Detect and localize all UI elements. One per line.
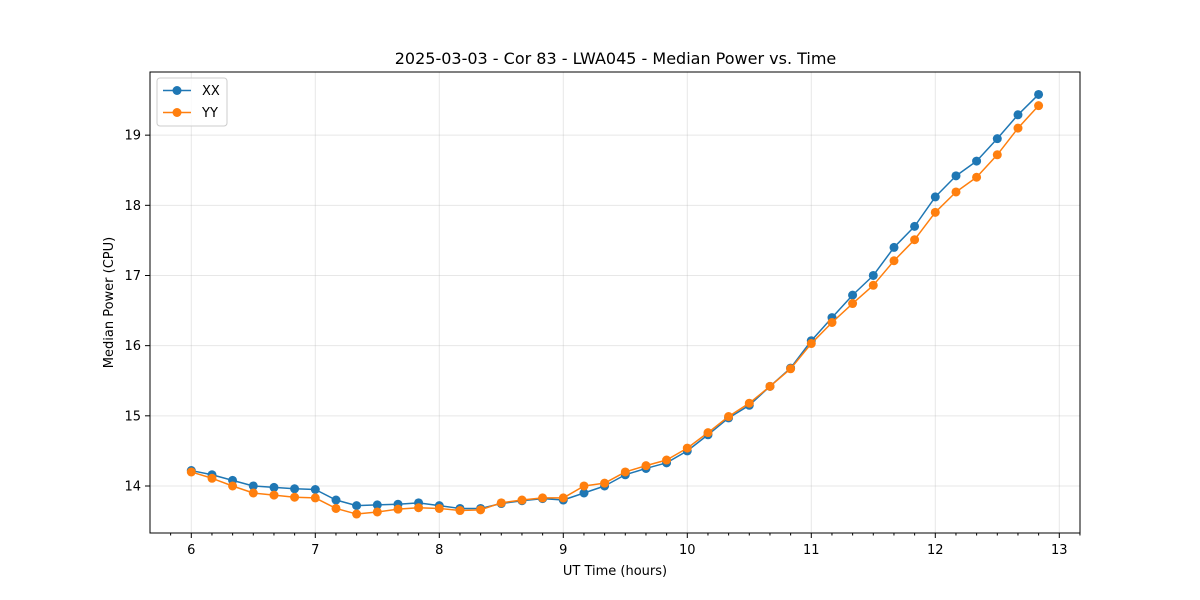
y-axis-label: Median Power (CPU) <box>102 237 117 368</box>
x-tick-label: 10 <box>679 543 696 558</box>
x-tick-label: 6 <box>187 543 195 558</box>
series-yy-point <box>703 428 713 438</box>
series-xx-point <box>1013 110 1023 120</box>
legend-xx-marker <box>172 86 182 95</box>
series-yy-point <box>517 495 527 505</box>
x-tick-label: 11 <box>803 543 820 558</box>
series-yy-point <box>786 364 796 374</box>
chart-title: 2025-03-03 - Cor 83 - LWA045 - Median Po… <box>395 49 837 68</box>
series-yy <box>186 101 1044 519</box>
series-xx-point <box>269 482 279 492</box>
series-yy-point <box>228 481 238 491</box>
series-xx-point <box>848 290 858 300</box>
series-xx-point <box>930 192 940 202</box>
series-yy-point <box>682 443 692 453</box>
y-tick-label: 15 <box>124 409 141 424</box>
series-yy-point <box>331 503 341 513</box>
series-yy-point <box>848 299 858 309</box>
y-tick-label: 17 <box>124 269 141 284</box>
series-yy-point <box>641 461 651 471</box>
data-series <box>186 89 1044 519</box>
grid <box>150 72 1080 533</box>
x-tick-label: 12 <box>927 543 944 558</box>
series-yy-point <box>951 187 961 197</box>
series-yy-point <box>992 150 1002 160</box>
series-yy-point <box>600 478 610 488</box>
series-xx-point <box>331 495 341 505</box>
series-yy-point <box>538 493 548 503</box>
x-tick-label: 9 <box>559 543 567 558</box>
legend-yy-label: YY <box>201 106 218 121</box>
series-xx-point <box>372 500 382 510</box>
series-yy-point <box>579 481 589 491</box>
series-yy-point <box>352 509 362 519</box>
series-xx-point <box>951 171 961 181</box>
series-xx-point <box>889 242 899 252</box>
series-yy-point <box>620 467 630 477</box>
series-yy-point <box>765 381 775 391</box>
series-yy-point <box>290 492 300 502</box>
x-tick-label: 7 <box>311 543 319 558</box>
y-tick-label: 14 <box>124 479 141 494</box>
series-xx-point <box>352 501 362 511</box>
series-yy-point <box>930 207 940 217</box>
y-tick-label: 16 <box>124 339 141 354</box>
series-xx-point <box>248 481 258 491</box>
series-yy-point <box>744 398 754 408</box>
y-tick-label: 18 <box>124 199 141 214</box>
series-yy-point <box>1013 123 1023 133</box>
series-yy-point <box>972 172 982 182</box>
series-yy-point <box>1034 101 1044 111</box>
series-xx-point <box>1034 89 1044 99</box>
series-yy-point <box>207 473 217 483</box>
legend-xx-label: XX <box>202 84 220 99</box>
series-yy-point <box>310 493 320 503</box>
series-yy-point <box>910 235 920 245</box>
series-xx-point <box>290 484 300 494</box>
series-xx-point <box>579 488 589 498</box>
series-yy-point <box>393 504 403 514</box>
series-yy-point <box>724 412 734 422</box>
x-axis-label: UT Time (hours) <box>563 564 667 579</box>
axis-ticks: 6 7 8 9 10 11 12 13 14 15 16 17 18 19 <box>124 129 1081 558</box>
series-yy-point <box>662 455 672 465</box>
series-yy-point <box>827 318 837 327</box>
series-yy-point <box>889 256 899 266</box>
legend: XX YY <box>156 77 228 127</box>
series-yy-point <box>868 280 878 290</box>
y-tick-label: 19 <box>124 129 141 144</box>
series-yy-point <box>248 488 258 498</box>
series-xx-point <box>868 270 878 280</box>
plot-frame <box>149 71 1081 534</box>
x-tick-label: 8 <box>435 543 443 558</box>
series-yy-point <box>558 493 568 503</box>
series-yy-point <box>186 467 196 477</box>
series-xx-point <box>310 485 320 494</box>
series-xx-point <box>992 134 1002 144</box>
series-xx-point <box>910 221 920 231</box>
series-yy-point <box>806 339 816 349</box>
series-yy-point <box>476 505 486 515</box>
series-xx-point <box>972 156 982 166</box>
x-tick-label: 13 <box>1051 543 1068 558</box>
series-yy-point <box>269 490 279 500</box>
series-yy-point <box>455 506 465 516</box>
series-yy-point <box>434 503 444 513</box>
series-yy-point <box>414 503 424 513</box>
series-yy-point <box>372 507 382 517</box>
legend-yy-marker <box>172 108 182 117</box>
series-yy-point <box>496 498 506 508</box>
